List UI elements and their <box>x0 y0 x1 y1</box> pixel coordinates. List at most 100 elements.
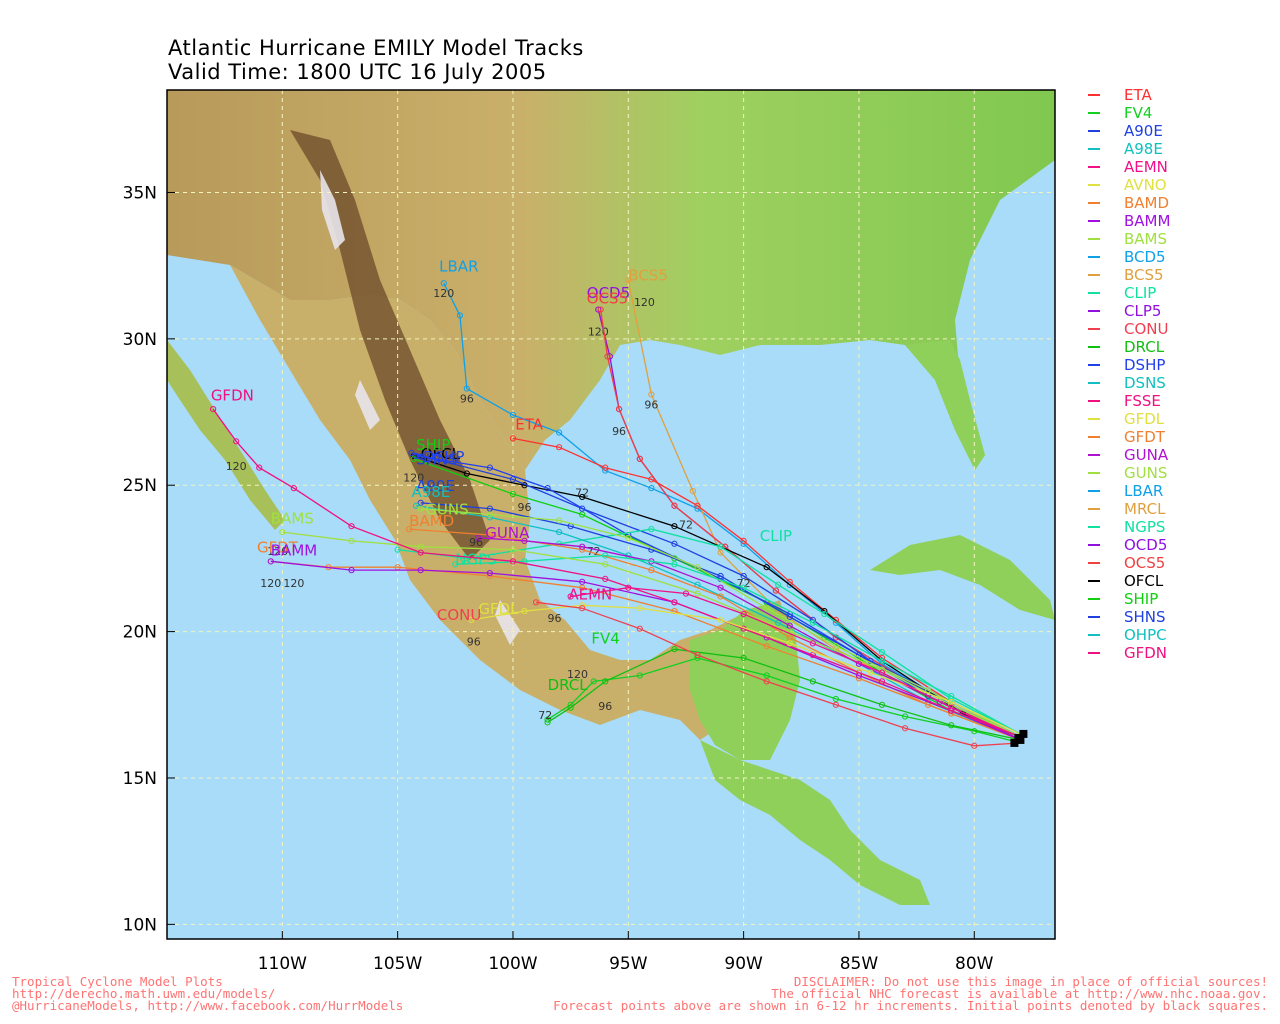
track-point <box>878 648 886 656</box>
track-label: ETA <box>515 416 543 434</box>
track-line <box>599 309 1021 741</box>
forecast-hour-label: 96 <box>469 536 483 549</box>
track-point <box>740 610 747 618</box>
track-label: AEMN <box>568 585 612 603</box>
track-label: NGPS <box>455 550 496 568</box>
track-label: GUNS <box>425 501 468 519</box>
forecast-hour-label: 96 <box>460 393 474 406</box>
legend-swatch <box>1088 598 1100 600</box>
legend-label: LBAR <box>1124 482 1164 500</box>
track-point <box>417 549 424 556</box>
forecast-hour-label: 96 <box>467 636 481 649</box>
track-line <box>471 604 1021 735</box>
legend-label: BAMD <box>1124 194 1170 212</box>
track-point <box>878 678 886 685</box>
track-label: CLIP <box>760 527 792 545</box>
forecast-hour-label: 120 <box>567 668 588 681</box>
legend-label: SHNS <box>1124 608 1166 626</box>
track-point <box>615 406 623 413</box>
legend-label: MRCL <box>1124 500 1166 518</box>
legend-item-guns: GUNS <box>1088 464 1278 482</box>
track-point <box>486 464 494 471</box>
track-line <box>212 408 1021 738</box>
legend-item-a98e: A98E <box>1088 140 1278 158</box>
model-tracks: LBAR96120BCS596120OCD57296120OCS5ETA72OF… <box>210 258 1028 749</box>
legend-label: AEMN <box>1124 158 1168 176</box>
legend-swatch <box>1088 328 1100 330</box>
track-line <box>282 531 1021 738</box>
landmass <box>167 90 1055 905</box>
legend-label: GUNA <box>1124 446 1169 464</box>
track-point <box>532 599 540 606</box>
legend-label: GFDL <box>1124 410 1165 428</box>
legend-swatch <box>1088 580 1100 582</box>
track-label: GUNA <box>485 524 530 542</box>
footer-right-line: Forecast points above are shown in 6-12 … <box>553 998 1268 1013</box>
legend-swatch <box>1088 652 1100 654</box>
track-point <box>279 528 286 536</box>
legend-item-ocs5: OCS5 <box>1088 554 1278 572</box>
footer-right-line: The official NHC forecast is available a… <box>771 986 1268 1001</box>
legend-label: OCD5 <box>1124 536 1168 554</box>
track-point <box>417 543 424 550</box>
track-point <box>604 353 611 360</box>
track-label: DSHP <box>423 448 464 466</box>
forecast-hour-label: 72 <box>679 519 693 532</box>
legend-swatch <box>1088 472 1100 474</box>
track-point <box>625 534 632 542</box>
track-point <box>509 411 517 419</box>
track-guns: GUNS <box>417 501 1021 738</box>
lat-tick-label: 15N <box>123 769 157 789</box>
legend-label: CLP5 <box>1124 302 1162 320</box>
legend-item-aemn: AEMN <box>1088 158 1278 176</box>
track-point <box>901 725 909 732</box>
track-point <box>948 698 955 705</box>
track-point <box>648 526 655 533</box>
legend-label: CONU <box>1124 320 1169 338</box>
track-gfdn: GFDN 120 <box>210 386 1021 738</box>
forecast-hour-label: 96 <box>547 612 561 625</box>
track-point <box>671 561 678 568</box>
track-point <box>832 643 839 650</box>
track-line <box>415 505 1021 741</box>
legend-swatch <box>1088 346 1100 348</box>
track-label: BAMD <box>409 512 454 530</box>
model-legend: ETA FV4 A90E A98E AEMN AVNO BAMD BAMM BAMS BCD5 BC… <box>1088 86 1278 662</box>
track-label: GFDL <box>478 600 519 618</box>
forecast-hour-label: 120 <box>403 472 424 485</box>
track-label: OCS5 <box>587 290 628 308</box>
central-america-land <box>700 740 930 905</box>
track-point <box>556 429 563 436</box>
graticule <box>167 90 1055 939</box>
legend-swatch <box>1088 364 1100 366</box>
track-point <box>717 572 724 580</box>
track-point <box>717 584 724 591</box>
track-point <box>417 499 424 506</box>
track-point <box>475 534 482 542</box>
legend-label: DSHP <box>1124 356 1166 374</box>
legend-label: NGPS <box>1124 518 1166 536</box>
legend-swatch <box>1088 616 1100 618</box>
track-point <box>567 704 574 711</box>
track-point <box>509 476 517 483</box>
legend-label: GFDN <box>1124 644 1168 662</box>
track-point <box>417 567 424 574</box>
initial-point-square <box>1014 733 1025 744</box>
forecast-hour-label: 96 <box>612 425 626 438</box>
track-point <box>579 584 586 591</box>
track-point <box>671 502 678 509</box>
track-clip: CLIP 72 <box>394 526 1021 735</box>
legend-label: FSSE <box>1124 392 1161 410</box>
track-point <box>763 672 770 679</box>
legend-item-gfdn: GFDN <box>1088 644 1278 662</box>
legend-item-lbar: LBAR <box>1088 482 1278 500</box>
legend-item-dshp: DSHP <box>1088 356 1278 374</box>
track-point <box>809 640 816 647</box>
track-line <box>420 502 1021 741</box>
track-line <box>547 648 1021 741</box>
usa-land <box>167 90 1055 470</box>
track-point <box>486 505 494 512</box>
track-drcl: DRCL 72 <box>538 646 1021 741</box>
track-point <box>567 593 574 600</box>
track-point <box>671 646 678 653</box>
